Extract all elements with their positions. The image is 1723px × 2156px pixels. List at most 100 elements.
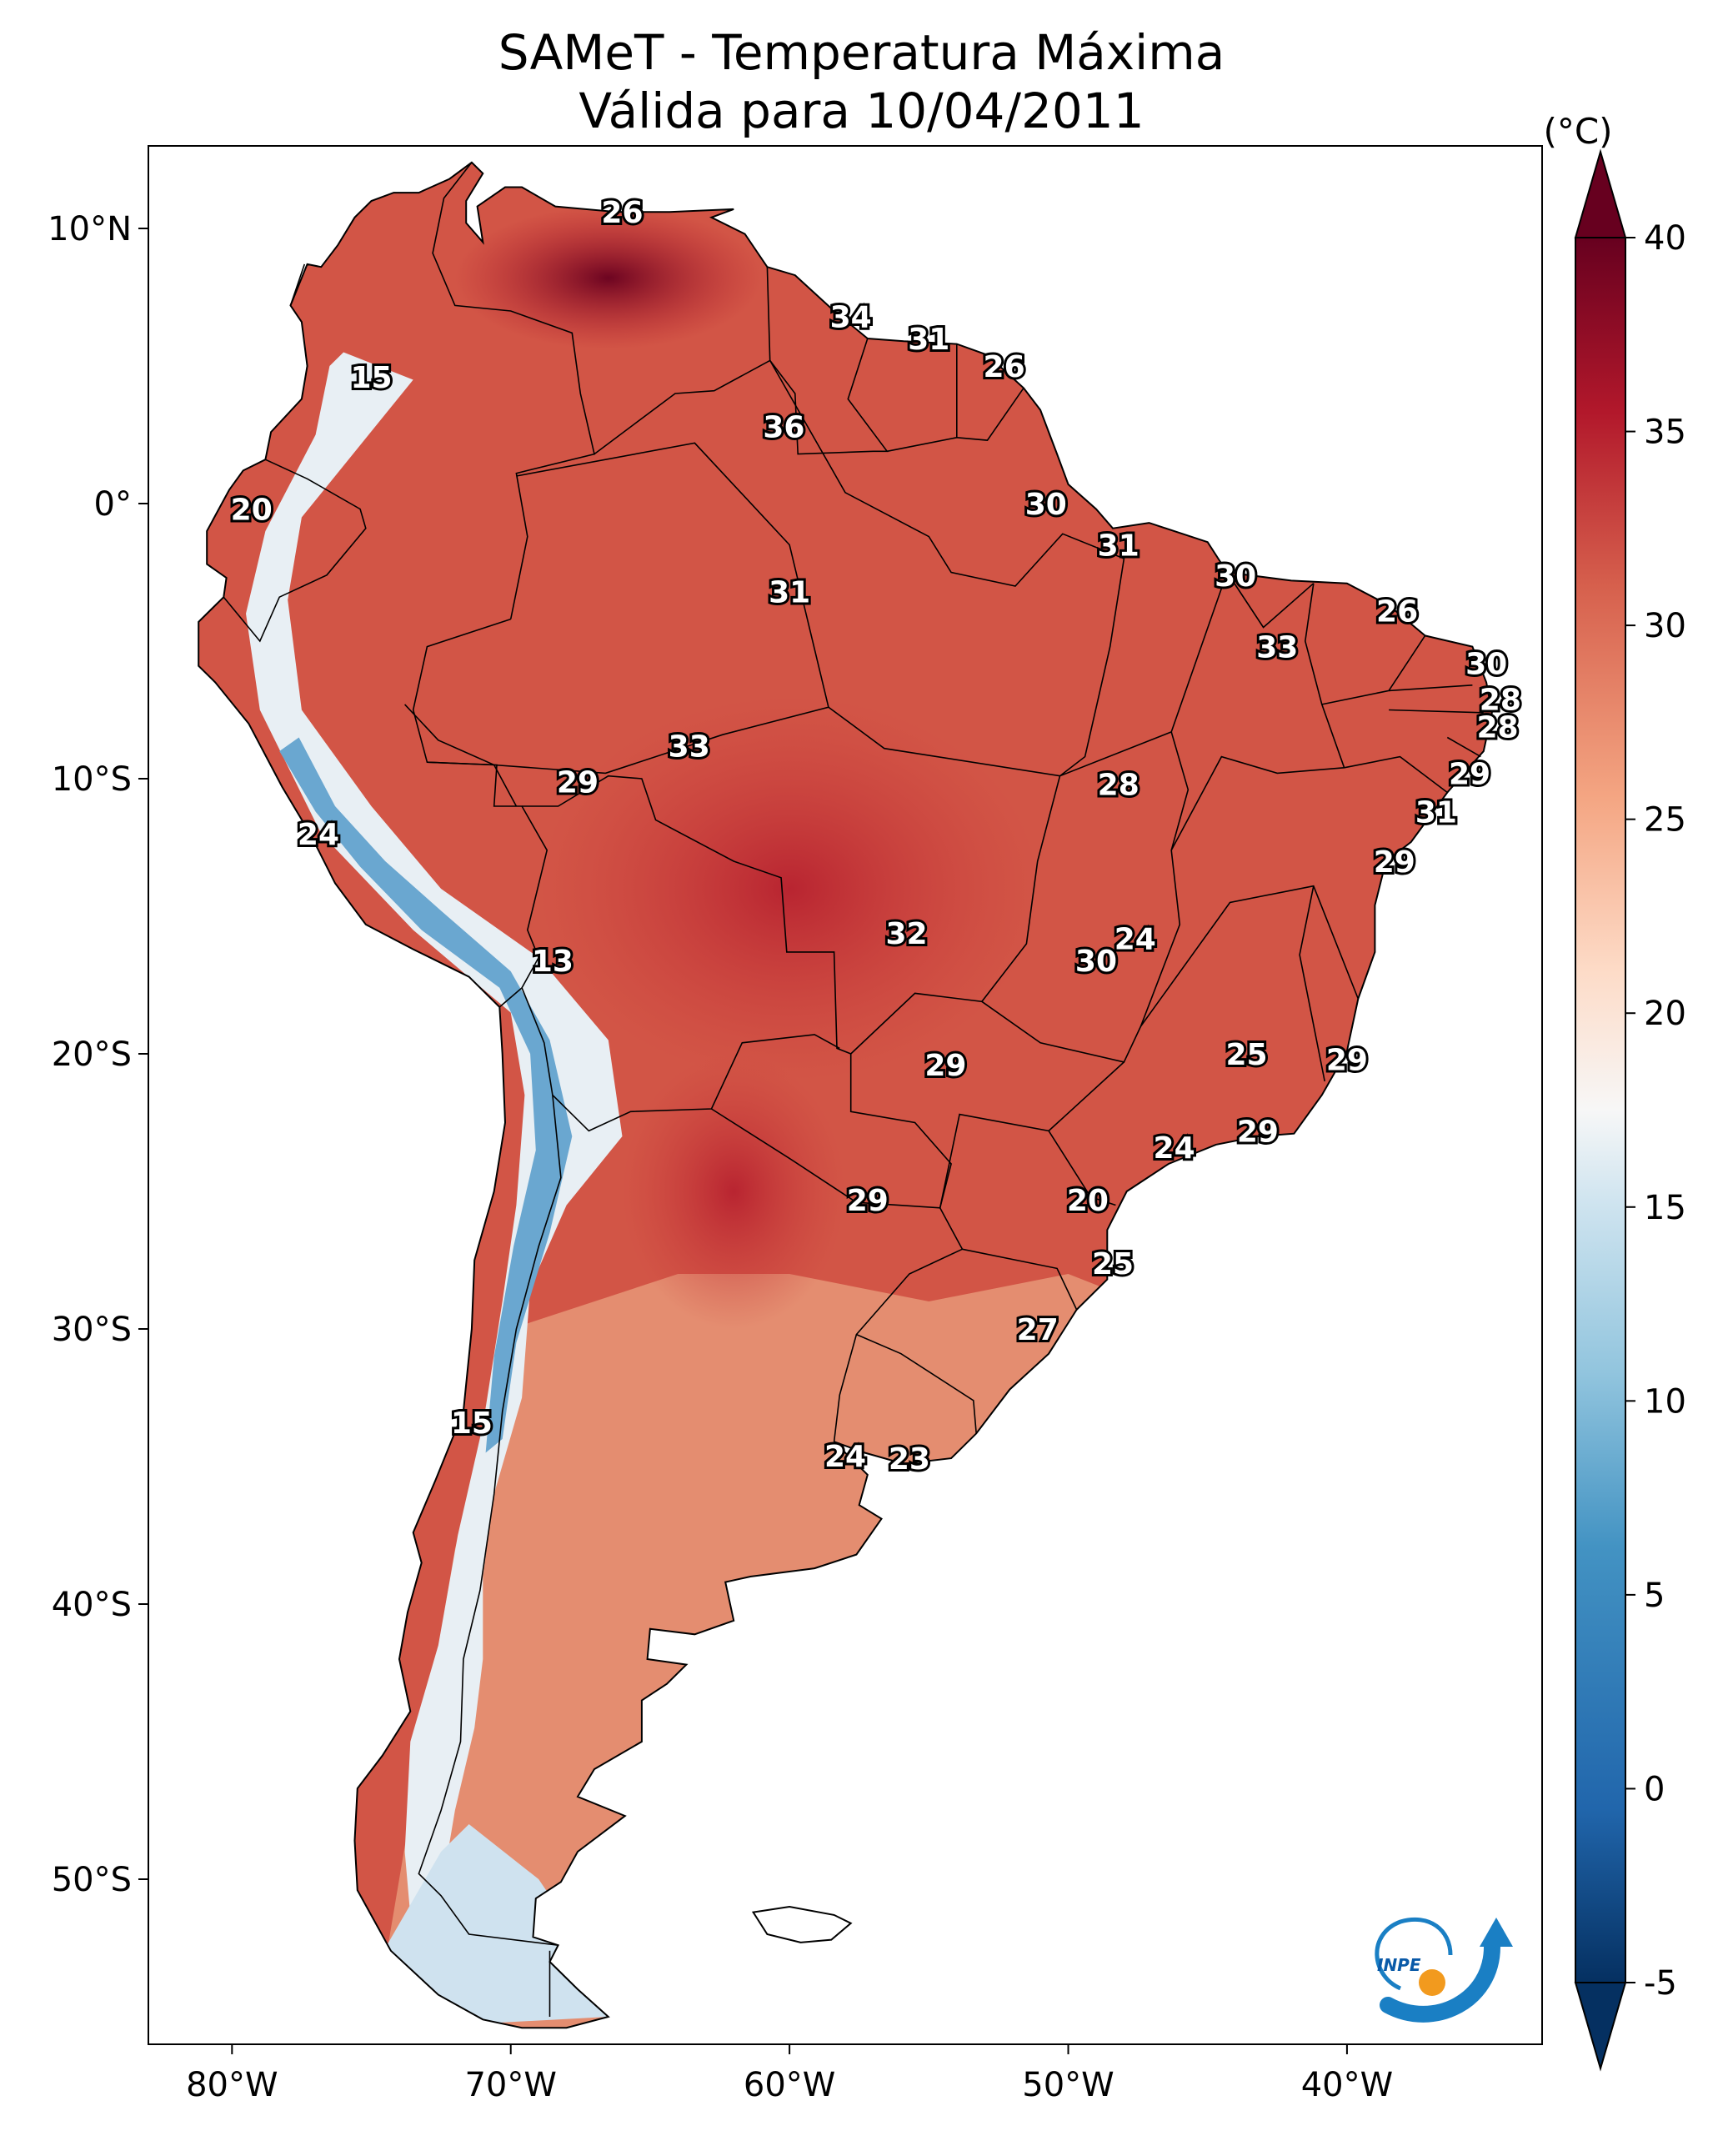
temperature-label: 15: [451, 1406, 493, 1441]
country-border: [289, 263, 306, 306]
temperature-label: 25: [1092, 1247, 1134, 1281]
temperature-label: 30: [1075, 945, 1117, 979]
temperature-label: 29: [1326, 1044, 1368, 1078]
logo-swirl-icon: [1375, 1917, 1453, 1991]
country-border: [711, 1054, 952, 1209]
temperature-label: 33: [1256, 631, 1298, 665]
temperature-label: 24: [824, 1440, 866, 1474]
country-border: [833, 1207, 964, 1442]
temperature-label: 29: [924, 1049, 966, 1083]
temperature-label: 25: [1225, 1038, 1267, 1072]
country-border: [404, 572, 1228, 777]
temperature-label: 26: [601, 196, 643, 230]
temperature-label: 28: [1480, 683, 1521, 717]
country-border: [1139, 885, 1360, 1027]
country-border: [956, 387, 1024, 441]
latitude-axis: 10°N 0° 10°S 20°S 30°S 40°S 50°S: [48, 210, 148, 1899]
lat-tick-label: 20°S: [52, 1035, 132, 1074]
temperature-label: 34: [830, 301, 872, 335]
map-title: SAMeT - Temperatura Máxima Válida para 1…: [0, 23, 1723, 140]
country-border: [1446, 736, 1481, 758]
colorbar-tick-label: 10: [1644, 1382, 1686, 1421]
temperature-label: 27: [1017, 1313, 1059, 1347]
temperature-label: 28: [1476, 710, 1518, 745]
country-border: [522, 775, 851, 1055]
temperature-label: 30: [1465, 647, 1507, 681]
temperature-label: 29: [1237, 1115, 1279, 1149]
colorbar-min-extend: [1574, 1982, 1627, 2072]
continent-outline: [198, 161, 1493, 2029]
lon-tick-label: 60°W: [744, 2066, 835, 2104]
temperature-label: 29: [847, 1184, 889, 1218]
temperature-label: 30: [1215, 559, 1256, 594]
longitude-axis: 80°W 70°W 60°W 50°W 40°W: [186, 2044, 1393, 2104]
country-border: [412, 618, 548, 1008]
lat-tick-label: 10°S: [52, 760, 132, 799]
country-border: [856, 1333, 977, 1434]
falkland-islands: [751, 1905, 853, 1943]
temperature-label: 26: [1376, 595, 1418, 629]
temperature-label: 24: [1114, 922, 1156, 956]
lat-tick-label: 40°S: [52, 1586, 132, 1624]
colorbar-unit: (°C): [1543, 111, 1612, 152]
colorbar: (°C) -5 0 5 10 15 20 25 30 35 40: [1543, 111, 1686, 2072]
temperature-label: 28: [1098, 769, 1139, 803]
country-border: [521, 987, 840, 1132]
lat-tick-label: 50°S: [52, 1861, 132, 1899]
temperature-label: 31: [908, 323, 949, 357]
colorbar-max-extend: [1574, 148, 1627, 238]
country-borders: [223, 162, 1484, 2017]
country-border: [850, 775, 1061, 1055]
logo-orange-dot-icon: [1419, 1969, 1445, 1996]
temperature-label: 29: [557, 765, 599, 800]
hotspot-central: [538, 696, 1041, 1081]
country-border: [1389, 684, 1473, 692]
lat-tick-label: 30°S: [52, 1311, 132, 1349]
temperature-label: 24: [1154, 1131, 1195, 1166]
colorbar-tick-label: 40: [1644, 219, 1686, 258]
temperature-label: 31: [1415, 796, 1457, 830]
colorbar-tick-label: 30: [1644, 607, 1686, 645]
colorbar-bar: [1575, 237, 1626, 1983]
lon-tick-label: 70°W: [464, 2066, 556, 2104]
temperature-label: 20: [1067, 1184, 1109, 1218]
temperature-label: 33: [669, 730, 710, 764]
title-line-2: Válida para 10/04/2011: [579, 83, 1144, 139]
lon-tick-label: 80°W: [186, 2066, 278, 2104]
colorbar-tick-label: 15: [1644, 1189, 1686, 1227]
colorbar-tick-label: -5: [1644, 1964, 1677, 2003]
country-border: [1304, 583, 1345, 769]
lon-tick-label: 40°W: [1301, 2066, 1393, 2104]
country-border: [769, 338, 889, 455]
temperature-label: 30: [1025, 488, 1067, 522]
logo-arrow-icon: [1480, 1918, 1513, 1947]
patagonia-cold: [385, 1824, 609, 2025]
colorbar-tick-label: 25: [1644, 801, 1686, 840]
colorbar-tick-label: 5: [1644, 1577, 1665, 1615]
temperature-label: 36: [763, 411, 804, 445]
country-border: [1170, 755, 1448, 851]
logo-arc-icon: [1380, 1938, 1500, 2023]
lat-tick-label: 10°N: [48, 210, 132, 248]
country-border: [1226, 572, 1315, 629]
country-border: [1299, 885, 1325, 1082]
temperature-label: 29: [1374, 845, 1415, 880]
temperature-label: 15: [350, 361, 392, 395]
country-border: [594, 267, 771, 455]
temperature-label: 29: [1449, 757, 1490, 791]
country-border: [1048, 1130, 1116, 1206]
lat-tick-label: 0°: [94, 485, 132, 524]
colorbar-tick-label: 0: [1644, 1770, 1665, 1808]
temperature-label: 31: [1098, 529, 1139, 564]
temperature-label: 20: [231, 494, 273, 528]
temperature-label: 32: [886, 917, 928, 951]
colorbar-tick-label: 35: [1644, 414, 1686, 452]
temperature-label: 23: [889, 1442, 930, 1477]
temperature-label: 24: [298, 818, 339, 852]
temperature-label: 31: [769, 576, 810, 610]
hotspot-north: [454, 206, 762, 350]
country-border: [418, 1095, 562, 1946]
temperature-label: 13: [532, 945, 573, 979]
